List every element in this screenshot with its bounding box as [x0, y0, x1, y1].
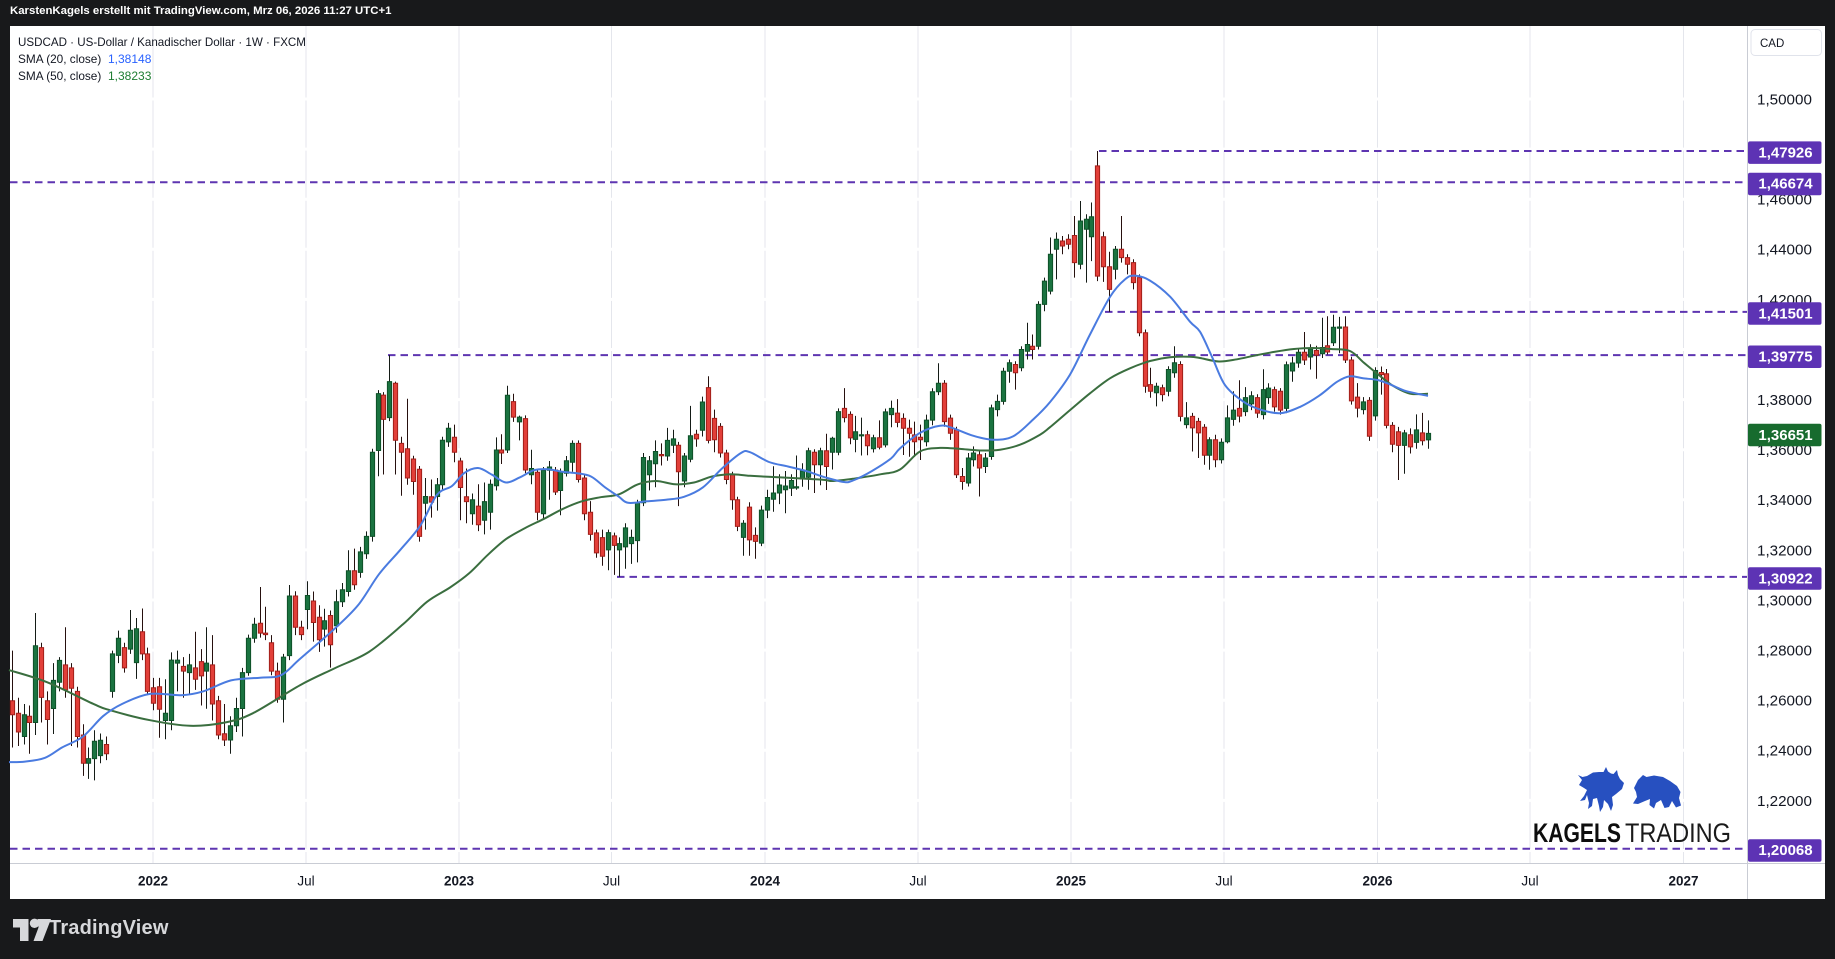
svg-text:1,39775: 1,39775	[1758, 349, 1812, 366]
svg-text:1,44000: 1,44000	[1757, 242, 1812, 259]
svg-text:2022: 2022	[138, 874, 168, 889]
svg-text:1,30000: 1,30000	[1757, 592, 1812, 609]
svg-text:1,32000: 1,32000	[1757, 542, 1812, 559]
svg-text:Jul: Jul	[1215, 874, 1232, 889]
svg-text:1,34000: 1,34000	[1757, 492, 1812, 509]
svg-text:1,24000: 1,24000	[1757, 743, 1812, 760]
svg-text:TRADING: TRADING	[1625, 818, 1731, 848]
svg-text:1,36651: 1,36651	[1758, 427, 1812, 444]
svg-text:2025: 2025	[1056, 874, 1087, 889]
svg-text:SMA (50, close): SMA (50, close)	[18, 69, 101, 83]
svg-text:Jul: Jul	[909, 874, 926, 889]
svg-text:1,36000: 1,36000	[1757, 442, 1812, 459]
svg-text:1,46000: 1,46000	[1757, 192, 1812, 209]
svg-text:Jul: Jul	[297, 874, 314, 889]
svg-text:SMA (20, close): SMA (20, close)	[18, 52, 101, 66]
svg-text:USDCAD · US-Dollar / Kanadisch: USDCAD · US-Dollar / Kanadischer Dollar …	[18, 36, 306, 49]
svg-text:1,38000: 1,38000	[1757, 392, 1812, 409]
svg-text:1,50000: 1,50000	[1757, 91, 1812, 108]
svg-text:Jul: Jul	[1521, 874, 1538, 889]
svg-text:2027: 2027	[1668, 874, 1698, 889]
svg-text:1,20068: 1,20068	[1758, 842, 1812, 859]
svg-text:1,26000: 1,26000	[1757, 693, 1812, 710]
svg-text:2024: 2024	[750, 874, 781, 889]
svg-text:1,47926: 1,47926	[1758, 144, 1812, 161]
svg-text:KAGELS: KAGELS	[1533, 818, 1621, 848]
svg-text:1,38148: 1,38148	[108, 52, 152, 66]
svg-text:2023: 2023	[444, 874, 475, 889]
svg-text:1,46674: 1,46674	[1758, 176, 1813, 193]
svg-text:1,30922: 1,30922	[1758, 570, 1812, 587]
svg-text:1,28000: 1,28000	[1757, 643, 1812, 660]
svg-text:CAD: CAD	[1760, 38, 1784, 50]
svg-text:Jul: Jul	[603, 874, 620, 889]
svg-text:1,38233: 1,38233	[108, 69, 152, 83]
svg-text:1,22000: 1,22000	[1757, 793, 1812, 810]
svg-text:1,41501: 1,41501	[1758, 305, 1812, 322]
svg-text:2026: 2026	[1362, 874, 1393, 889]
